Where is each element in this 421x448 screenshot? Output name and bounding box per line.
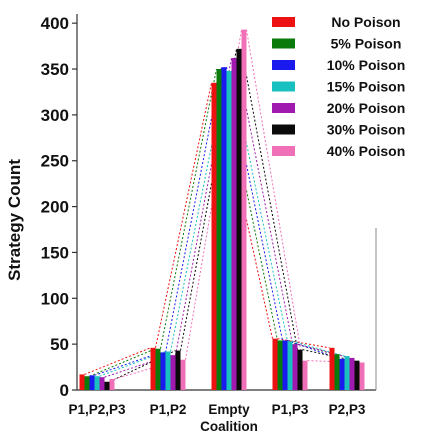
bar: [339, 358, 345, 390]
y-axis-title: Strategy Count: [5, 159, 24, 281]
legend-label: No Poison: [331, 14, 400, 30]
legend-label: 30% Poison: [327, 122, 406, 138]
y-tick-label: 400: [41, 14, 69, 33]
legend-label: 15% Poison: [327, 79, 406, 95]
bar: [297, 349, 303, 390]
bar: [226, 70, 232, 391]
connector-line: [241, 48, 298, 350]
connector-line: [297, 343, 350, 359]
x-tick-label: Empty Coalition: [200, 402, 258, 434]
bar: [109, 378, 115, 390]
bar: [155, 348, 161, 390]
bar: [292, 344, 298, 390]
bar: [99, 377, 105, 390]
legend-swatch: [272, 60, 295, 70]
y-tick-label: 250: [41, 152, 69, 171]
y-tick-label: 300: [41, 106, 69, 125]
bar: [302, 360, 308, 390]
bar: [277, 340, 283, 390]
y-tick-label: 50: [50, 335, 69, 354]
legend-swatch: [272, 103, 295, 113]
y-tick-label: 150: [41, 243, 69, 262]
bar: [231, 58, 237, 391]
bar: [272, 338, 278, 390]
connector-line: [292, 340, 345, 357]
bars-layer: [79, 29, 365, 391]
bar: [236, 48, 242, 390]
x-tick-label: P1,P3: [272, 402, 309, 417]
connector-line: [226, 67, 283, 341]
bar: [104, 381, 110, 390]
connector-line: [246, 29, 303, 361]
bar: [170, 355, 176, 390]
bar: [89, 375, 95, 390]
bar: [354, 360, 360, 390]
legend-label: 5% Poison: [331, 36, 402, 52]
y-tick-label: 200: [41, 198, 69, 217]
y-tick-label: 0: [60, 381, 69, 400]
bar: [359, 362, 365, 390]
connector-line: [84, 347, 151, 375]
legend-swatch: [272, 17, 295, 27]
legend-swatch: [272, 81, 295, 92]
x-tick-label: P1,P2: [150, 402, 187, 417]
legend: No Poison 5% Poison 10% Poison 15% Poison 20…: [272, 14, 405, 159]
bar: [349, 357, 355, 390]
labels-layer: P1,P2,P3 P1,P2 Empty Coalition P1,P3 P2,P3: [68, 402, 365, 434]
legend-label: 20% Poison: [327, 100, 406, 116]
legend-swatch: [272, 146, 295, 156]
x-tick-label: P2,P3: [329, 402, 366, 417]
connector-line: [89, 348, 156, 377]
bar: [287, 341, 293, 390]
bar: [216, 69, 222, 391]
bar: [241, 29, 247, 391]
bar: [160, 352, 166, 390]
connector-line: [277, 338, 330, 349]
connector-line: [307, 360, 360, 363]
bar: [211, 82, 217, 390]
legend-label: 40% Poison: [327, 143, 406, 159]
bar: [175, 350, 181, 390]
legend-swatch: [272, 124, 295, 135]
axes-layer: 0 50 100 150 200 250 300 350 400 Strategy Count: [5, 14, 377, 400]
bar: [94, 376, 100, 390]
bar: [165, 351, 171, 390]
legend-swatch: [272, 38, 295, 49]
bar: [84, 376, 90, 390]
bar: [334, 354, 340, 390]
bar: [150, 347, 156, 390]
connector-line: [155, 82, 212, 348]
legend-label: 10% Poison: [327, 57, 406, 73]
y-tick-label: 350: [41, 60, 69, 79]
connector-line: [180, 48, 237, 351]
bar: [344, 356, 350, 390]
bar: [329, 347, 335, 390]
y-tick-label: 100: [41, 289, 69, 308]
bar: [221, 67, 227, 390]
bar: [180, 359, 186, 390]
bar: [79, 374, 85, 390]
bar: [282, 340, 288, 390]
x-tick-label: P1,P2,P3: [68, 402, 126, 417]
connector-line: [165, 67, 222, 353]
connector-line: [160, 68, 217, 349]
